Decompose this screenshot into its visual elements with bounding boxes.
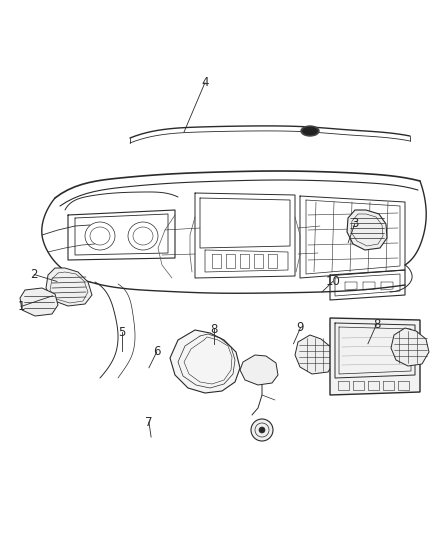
- Polygon shape: [330, 318, 420, 395]
- Polygon shape: [391, 328, 429, 366]
- Circle shape: [259, 427, 265, 433]
- Text: 5: 5: [118, 326, 125, 338]
- Ellipse shape: [301, 126, 319, 136]
- Ellipse shape: [303, 127, 317, 134]
- Polygon shape: [295, 335, 335, 374]
- Text: 8: 8: [210, 323, 217, 336]
- Text: 9: 9: [297, 321, 304, 334]
- Text: 7: 7: [145, 416, 153, 429]
- Text: 3: 3: [351, 217, 358, 230]
- Circle shape: [251, 419, 273, 441]
- Text: 8: 8: [373, 318, 380, 330]
- Polygon shape: [46, 268, 92, 306]
- Text: 6: 6: [153, 345, 161, 358]
- Text: 2: 2: [30, 268, 38, 281]
- Text: 4: 4: [201, 76, 209, 89]
- Text: 10: 10: [325, 275, 340, 288]
- Text: 1: 1: [17, 300, 25, 313]
- Polygon shape: [347, 210, 387, 250]
- Polygon shape: [20, 288, 58, 316]
- Polygon shape: [170, 330, 240, 393]
- Polygon shape: [240, 355, 278, 385]
